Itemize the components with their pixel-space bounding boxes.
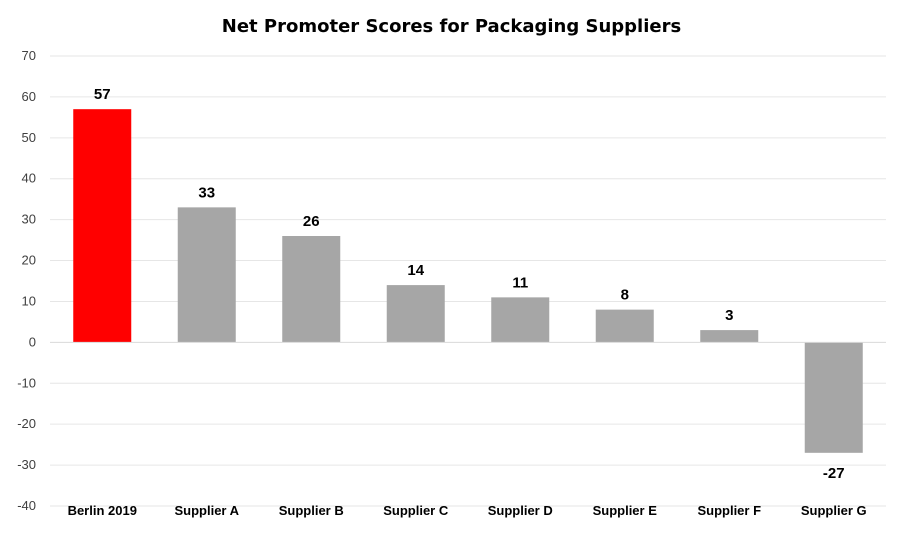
y-tick-label: 10	[22, 293, 36, 308]
bar-berlin-2019	[73, 109, 132, 343]
x-tick-label: Supplier C	[383, 503, 449, 518]
bar-supplier-g	[804, 342, 863, 453]
bar-supplier-d	[491, 297, 550, 343]
data-label: 33	[198, 184, 215, 201]
bar-supplier-b	[282, 236, 341, 343]
y-tick-label: 70	[22, 48, 36, 63]
x-tick-label: Supplier B	[279, 503, 344, 518]
x-tick-label: Supplier A	[174, 503, 239, 518]
y-tick-label: 20	[22, 253, 36, 268]
x-tick-label: Supplier D	[488, 503, 553, 518]
data-label: 8	[621, 287, 629, 304]
y-tick-label: 40	[22, 171, 36, 186]
bar-supplier-e	[595, 309, 654, 343]
y-tick-label: 50	[22, 130, 36, 145]
data-label: -27	[823, 465, 845, 482]
y-tick-label: 60	[22, 89, 36, 104]
data-label: 57	[94, 86, 111, 103]
data-label: 3	[725, 307, 733, 324]
y-tick-label: 0	[29, 334, 36, 349]
bar-supplier-a	[177, 207, 236, 343]
x-tick-label: Supplier E	[593, 503, 658, 518]
chart-title: Net Promoter Scores for Packaging Suppli…	[221, 16, 682, 37]
y-tick-label: -10	[17, 375, 36, 390]
data-label: 26	[303, 213, 320, 230]
y-tick-label: 30	[22, 212, 36, 227]
y-tick-label: -30	[17, 457, 36, 472]
x-tick-label: Berlin 2019	[68, 503, 137, 518]
data-label: 14	[407, 262, 424, 279]
x-tick-label: Supplier F	[697, 503, 761, 518]
data-label: 11	[512, 274, 528, 291]
bar-supplier-c	[386, 285, 445, 343]
bar-supplier-f	[700, 330, 759, 343]
y-tick-label: -20	[17, 416, 36, 431]
y-tick-label: -40	[17, 498, 36, 513]
x-tick-label: Supplier G	[801, 503, 867, 518]
